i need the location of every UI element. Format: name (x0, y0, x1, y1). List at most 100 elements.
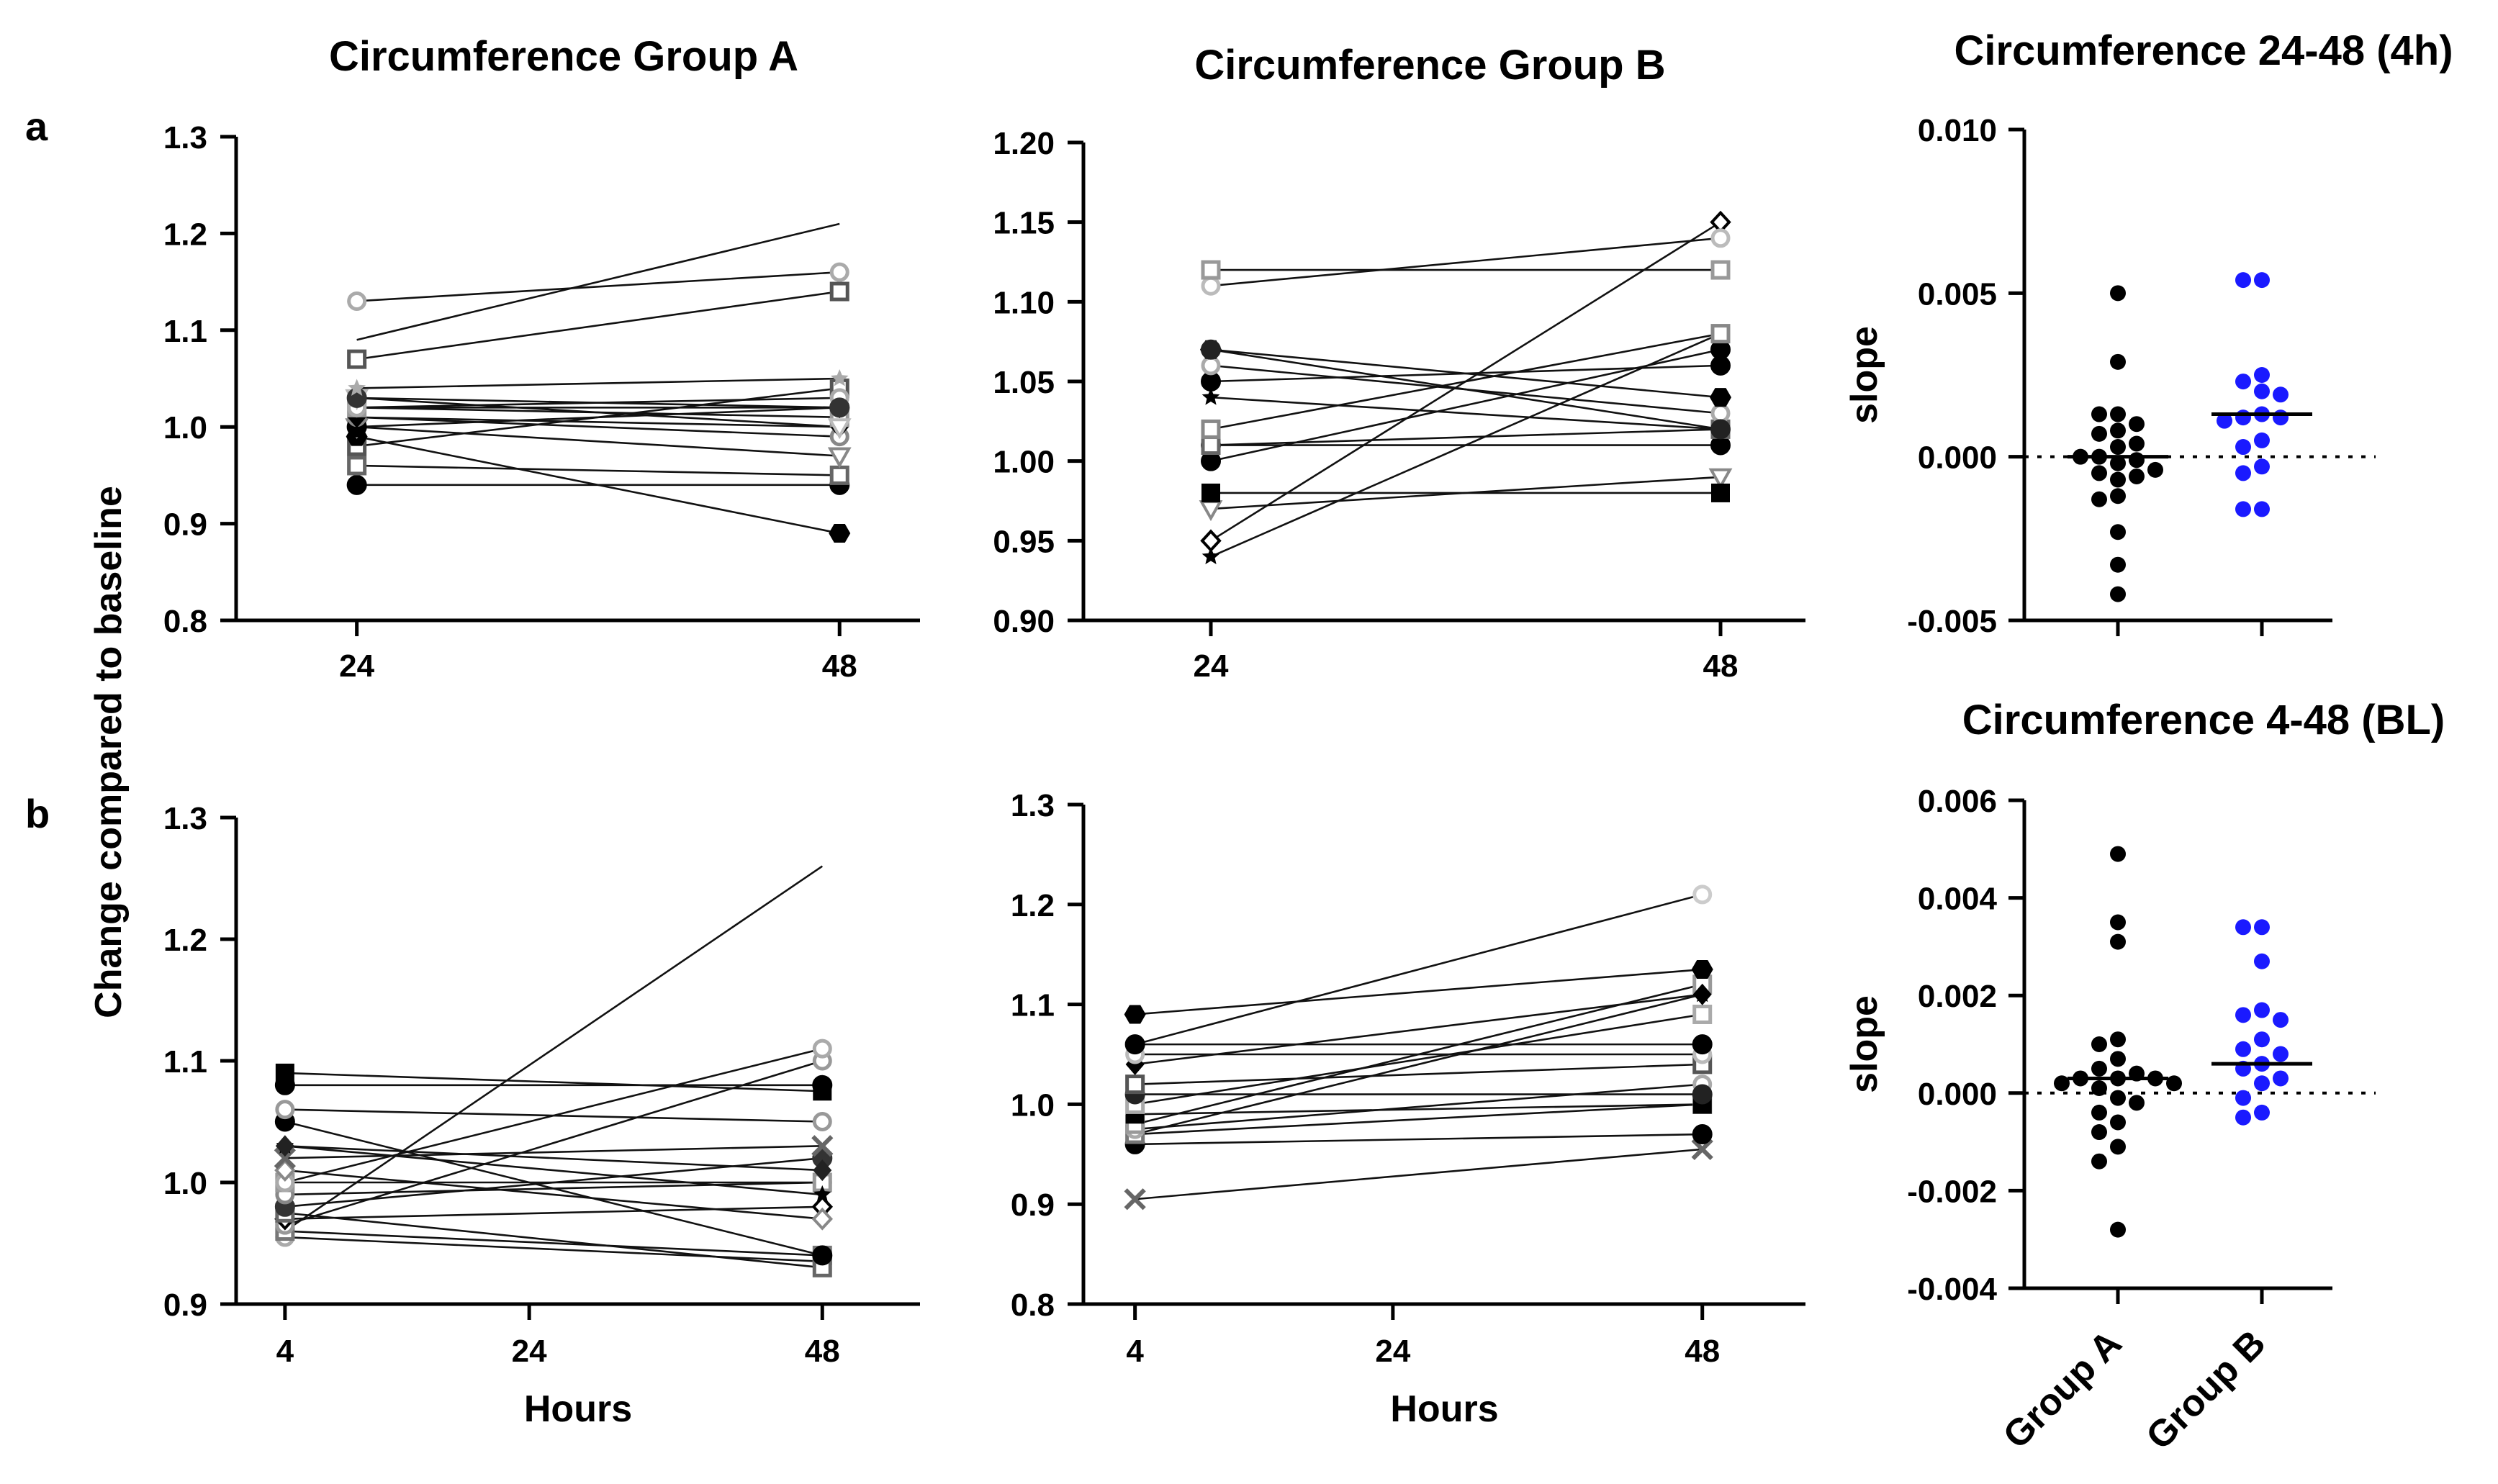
data-point (1710, 228, 1731, 248)
y-tick-label: 0.90 (993, 604, 1055, 639)
data-point (2235, 919, 2251, 936)
data-point (2110, 586, 2126, 602)
data-point (2110, 933, 2126, 950)
data-point (275, 1135, 294, 1157)
data-point (2254, 501, 2270, 517)
data-point (812, 1245, 833, 1266)
data-point (813, 1082, 832, 1101)
data-point (2235, 1090, 2251, 1106)
data-point (829, 262, 849, 282)
data-point (1124, 1034, 1145, 1055)
y-axis-label: slope (1844, 326, 1885, 424)
data-point (1692, 983, 1712, 1005)
series-line (1210, 332, 1721, 430)
series-line (356, 425, 840, 457)
series-line (284, 1211, 823, 1269)
x-axis-label: Hours (524, 1388, 632, 1430)
data-point (2235, 272, 2251, 289)
y-tick-label: 0.005 (1918, 276, 1997, 312)
x-category-label: Group A (1996, 1322, 2130, 1457)
y-tick-label: 0.002 (1918, 979, 1997, 1014)
y-tick-label: 0.004 (1918, 882, 1998, 917)
chart-title: Circumference 4-48 (BL) (1962, 697, 2445, 743)
data-point (2091, 1036, 2107, 1052)
data-point (1692, 1034, 1713, 1055)
y-tick-label: 1.0 (1011, 1087, 1055, 1123)
series-line (356, 407, 840, 428)
data-point (1710, 355, 1731, 376)
chart-title: Circumference Group A (329, 33, 798, 80)
series-line (284, 1169, 823, 1220)
x-tick-label: 24 (1194, 648, 1229, 684)
data-point (1201, 419, 1221, 439)
series-line (1135, 1103, 1703, 1136)
data-point (2110, 524, 2126, 540)
data-point (829, 524, 851, 543)
series-line (1135, 1133, 1703, 1146)
data-point (2110, 1139, 2126, 1155)
y-tick-label: -0.004 (1907, 1272, 1997, 1307)
chart-title: Circumference Group B (1194, 42, 1665, 89)
data-point (2129, 452, 2145, 469)
y-tick-label: 0.8 (1011, 1288, 1055, 1323)
data-point (2254, 1031, 2270, 1048)
y-tick-label: 0.9 (163, 507, 207, 543)
data-point (2110, 1031, 2126, 1048)
data-point (829, 281, 849, 302)
data-point (1201, 547, 1220, 564)
data-point (346, 474, 367, 495)
data-point (2235, 374, 2251, 390)
data-point (2110, 914, 2126, 931)
data-point (2254, 1075, 2270, 1092)
data-point (275, 1063, 294, 1082)
data-point (1692, 1084, 1713, 1105)
series-line (284, 1230, 823, 1257)
series-line (1135, 1103, 1703, 1116)
data-point (1201, 339, 1221, 360)
y-tick-label: 1.2 (163, 217, 207, 252)
data-point (1201, 260, 1221, 280)
y-tick-label: 1.1 (163, 1044, 207, 1080)
y-tick-label: 0.006 (1918, 784, 1997, 819)
x-tick-label: 48 (1703, 648, 1739, 684)
data-point (2235, 501, 2251, 517)
data-point (2235, 1007, 2251, 1023)
x-tick-label: 24 (512, 1334, 547, 1369)
x-category-label: Group B (2138, 1322, 2273, 1457)
data-point (1708, 468, 1733, 489)
x-tick-label: 48 (805, 1334, 840, 1369)
data-point (2273, 410, 2289, 426)
data-point (2110, 846, 2126, 862)
data-point (348, 379, 366, 396)
data-point (2273, 386, 2289, 403)
series-line (284, 1236, 823, 1263)
data-point (2110, 471, 2126, 488)
y-axis-label: slope (1844, 995, 1885, 1093)
data-point (1692, 1124, 1713, 1145)
chart-circumference-group-b-4-48: 0.8 0.9 1.0 1.1 1.2 1.3 4 24 48 Hours (1011, 788, 1805, 1430)
data-point (2254, 458, 2270, 475)
data-point (2235, 1109, 2251, 1126)
panel-label-b: b (25, 791, 50, 836)
chart-slope-24-48: Circumference 24-48 (4h) slope -0.005 0.000… (1844, 27, 2453, 639)
data-point (274, 1147, 296, 1169)
y-tick-label: 1.2 (1011, 888, 1055, 923)
data-point (829, 465, 849, 485)
y-tick-label: 0.9 (1011, 1187, 1055, 1223)
data-point (347, 456, 367, 476)
data-point (812, 1039, 832, 1059)
series-line (284, 1072, 823, 1092)
data-point (2235, 465, 2251, 481)
series-line (284, 1145, 823, 1159)
series-line (284, 1145, 823, 1172)
data-point (2091, 465, 2107, 481)
series-line (356, 290, 840, 361)
series-line (1210, 237, 1721, 287)
series-line (1135, 993, 1703, 1136)
data-point (2254, 383, 2270, 399)
chart-title: Circumference 24-48 (4h) (1954, 27, 2453, 74)
data-point (2254, 1002, 2270, 1018)
data-point (2217, 412, 2232, 429)
series-line (356, 397, 840, 409)
